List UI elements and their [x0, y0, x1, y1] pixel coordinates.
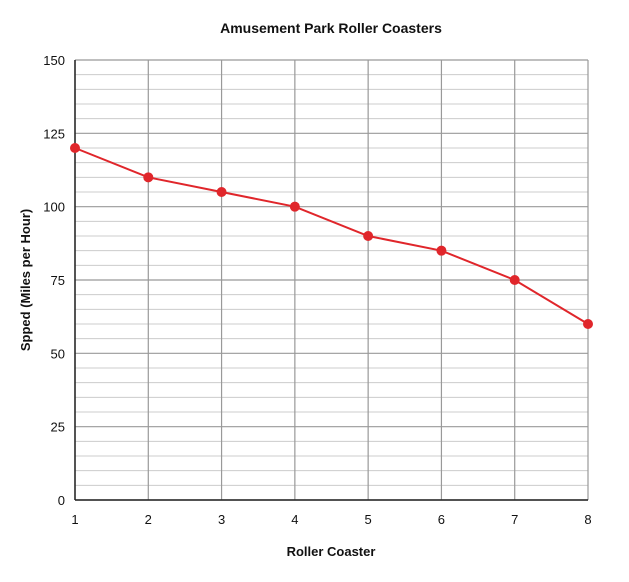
- data-point: [216, 187, 227, 197]
- data-point: [583, 319, 593, 329]
- series-line: [74, 147, 589, 325]
- x-tick-label: 2: [145, 512, 152, 527]
- y-tick-label: 50: [51, 346, 65, 361]
- y-tick-label: 100: [43, 200, 65, 215]
- data-point: [289, 201, 300, 212]
- minor-grid: [75, 74, 588, 486]
- data-point: [509, 275, 520, 285]
- y-tick-labels: 0 25 50 75 100 125 150: [43, 53, 65, 508]
- data-point: [70, 143, 80, 153]
- data-point: [143, 172, 154, 183]
- x-tick-label: 5: [365, 512, 372, 527]
- y-axis-title: Spped (Miles per Hour): [18, 209, 33, 351]
- x-tick-label: 8: [584, 512, 591, 527]
- x-tick-labels: 1 2 3 4 5 6 7 8: [71, 512, 591, 527]
- y-tick-label: 75: [51, 273, 65, 288]
- x-tick-label: 7: [511, 512, 518, 527]
- y-tick-label: 150: [43, 53, 65, 68]
- y-tick-label: 0: [58, 493, 65, 508]
- data-point: [363, 231, 374, 241]
- x-tick-label: 1: [71, 512, 78, 527]
- data-series: [70, 143, 593, 329]
- chart-title: Amusement Park Roller Coasters: [220, 20, 442, 36]
- x-tick-label: 3: [218, 512, 225, 527]
- axes: [74, 60, 588, 501]
- y-tick-label: 25: [51, 420, 65, 435]
- y-tick-label: 125: [43, 126, 65, 141]
- x-tick-label: 6: [438, 512, 445, 527]
- x-axis-title: Roller Coaster: [287, 544, 376, 559]
- data-point: [436, 245, 447, 256]
- x-tick-label: 4: [291, 512, 298, 527]
